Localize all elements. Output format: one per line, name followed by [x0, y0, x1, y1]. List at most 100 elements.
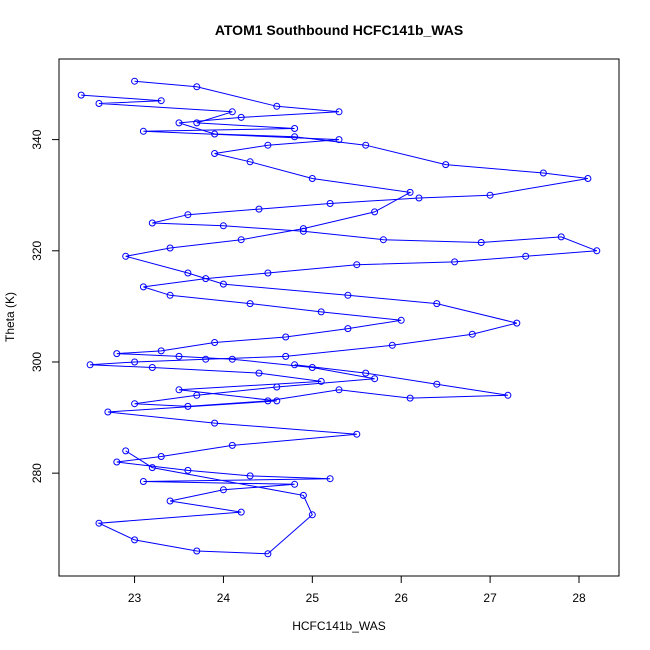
- data-point: [86, 361, 94, 369]
- data-point: [504, 391, 512, 399]
- data-point: [326, 200, 334, 207]
- x-axis-label: HCFC141b_WAS: [292, 619, 386, 633]
- data-point: [131, 358, 139, 366]
- x-tick-label: 27: [483, 591, 497, 605]
- data-point: [246, 472, 254, 480]
- data-point: [264, 397, 272, 405]
- data-point: [202, 355, 210, 363]
- data-point: [184, 269, 192, 277]
- data-point: [139, 283, 147, 291]
- x-tick-label: 28: [572, 591, 586, 605]
- data-point: [273, 397, 281, 405]
- y-axis: 280 300 320 340: [30, 129, 60, 483]
- data-point: [255, 369, 263, 377]
- data-point: [539, 169, 547, 177]
- data-point: [557, 233, 565, 241]
- data-point: [228, 441, 236, 449]
- data-point: [139, 478, 147, 485]
- data-point: [451, 258, 459, 266]
- x-axis: 23 24 25 26 27 28: [128, 575, 586, 605]
- data-point: [264, 141, 272, 149]
- data-point: [406, 188, 414, 196]
- data-point: [299, 491, 307, 499]
- data-point: [335, 136, 343, 144]
- data-point: [388, 341, 396, 349]
- data-point: [273, 102, 281, 110]
- data-point: [273, 383, 281, 391]
- data-point: [219, 222, 227, 230]
- y-tick-label: 280: [30, 463, 44, 483]
- data-point: [264, 269, 272, 277]
- data-point: [344, 291, 352, 299]
- data-point: [211, 339, 219, 346]
- data-point: [157, 97, 165, 105]
- data-point: [282, 333, 290, 341]
- data-point: [219, 486, 227, 494]
- data-point: [344, 325, 352, 333]
- data-point: [379, 236, 387, 244]
- x-tick-label: 25: [306, 591, 320, 605]
- x-tick-label: 24: [217, 591, 231, 605]
- series-1: [113, 77, 601, 410]
- data-point: [237, 113, 245, 121]
- data-point: [184, 402, 192, 410]
- data-point: [131, 400, 139, 408]
- data-point: [211, 130, 219, 138]
- data-point: [175, 119, 183, 127]
- data-point: [291, 361, 299, 369]
- data-point: [291, 133, 299, 141]
- data-point: [522, 252, 530, 260]
- y-tick-label: 340: [30, 129, 44, 149]
- x-tick-label: 26: [395, 591, 409, 605]
- data-point: [211, 150, 219, 157]
- data-point: [317, 308, 325, 316]
- data-point: [237, 508, 245, 516]
- series-0: [77, 91, 521, 558]
- series-line: [81, 94, 517, 555]
- data-point: [193, 119, 201, 127]
- data-point: [122, 252, 130, 260]
- data-point: [486, 191, 494, 199]
- data-point: [308, 175, 316, 182]
- x-tick-label: 23: [128, 591, 142, 605]
- data-point: [353, 261, 361, 269]
- data-point: [362, 369, 370, 377]
- data-point: [477, 239, 485, 246]
- data-point: [255, 205, 263, 213]
- data-point: [291, 480, 299, 488]
- data-point: [166, 244, 174, 252]
- data-point: [308, 364, 316, 371]
- y-axis-label: Theta (K): [3, 292, 17, 342]
- data-point: [175, 386, 183, 394]
- data-point: [237, 236, 245, 244]
- data-point: [202, 275, 210, 283]
- data-point: [362, 141, 370, 149]
- data-point: [113, 458, 121, 466]
- data-point: [104, 408, 112, 416]
- data-point: [148, 364, 156, 371]
- data-point: [335, 386, 343, 394]
- data-point: [228, 355, 236, 363]
- data-point: [308, 511, 316, 519]
- data-point: [593, 247, 601, 255]
- data-point: [442, 161, 450, 169]
- data-point: [131, 77, 139, 85]
- y-tick-label: 300: [30, 352, 44, 372]
- data-point: [77, 91, 85, 99]
- data-point: [335, 108, 343, 116]
- data-point: [468, 330, 476, 338]
- data-point: [433, 300, 441, 308]
- data-point: [219, 280, 227, 288]
- data-point: [397, 316, 405, 324]
- chart-title: ATOM1 Southbound HCFC141b_WAS: [215, 22, 463, 38]
- data-point: [122, 447, 130, 455]
- series-line: [116, 80, 597, 407]
- data-point: [157, 347, 165, 355]
- data-point: [584, 175, 592, 182]
- data-point: [282, 352, 290, 360]
- data-point: [291, 125, 299, 132]
- data-point: [113, 350, 121, 358]
- data-point: [184, 211, 192, 219]
